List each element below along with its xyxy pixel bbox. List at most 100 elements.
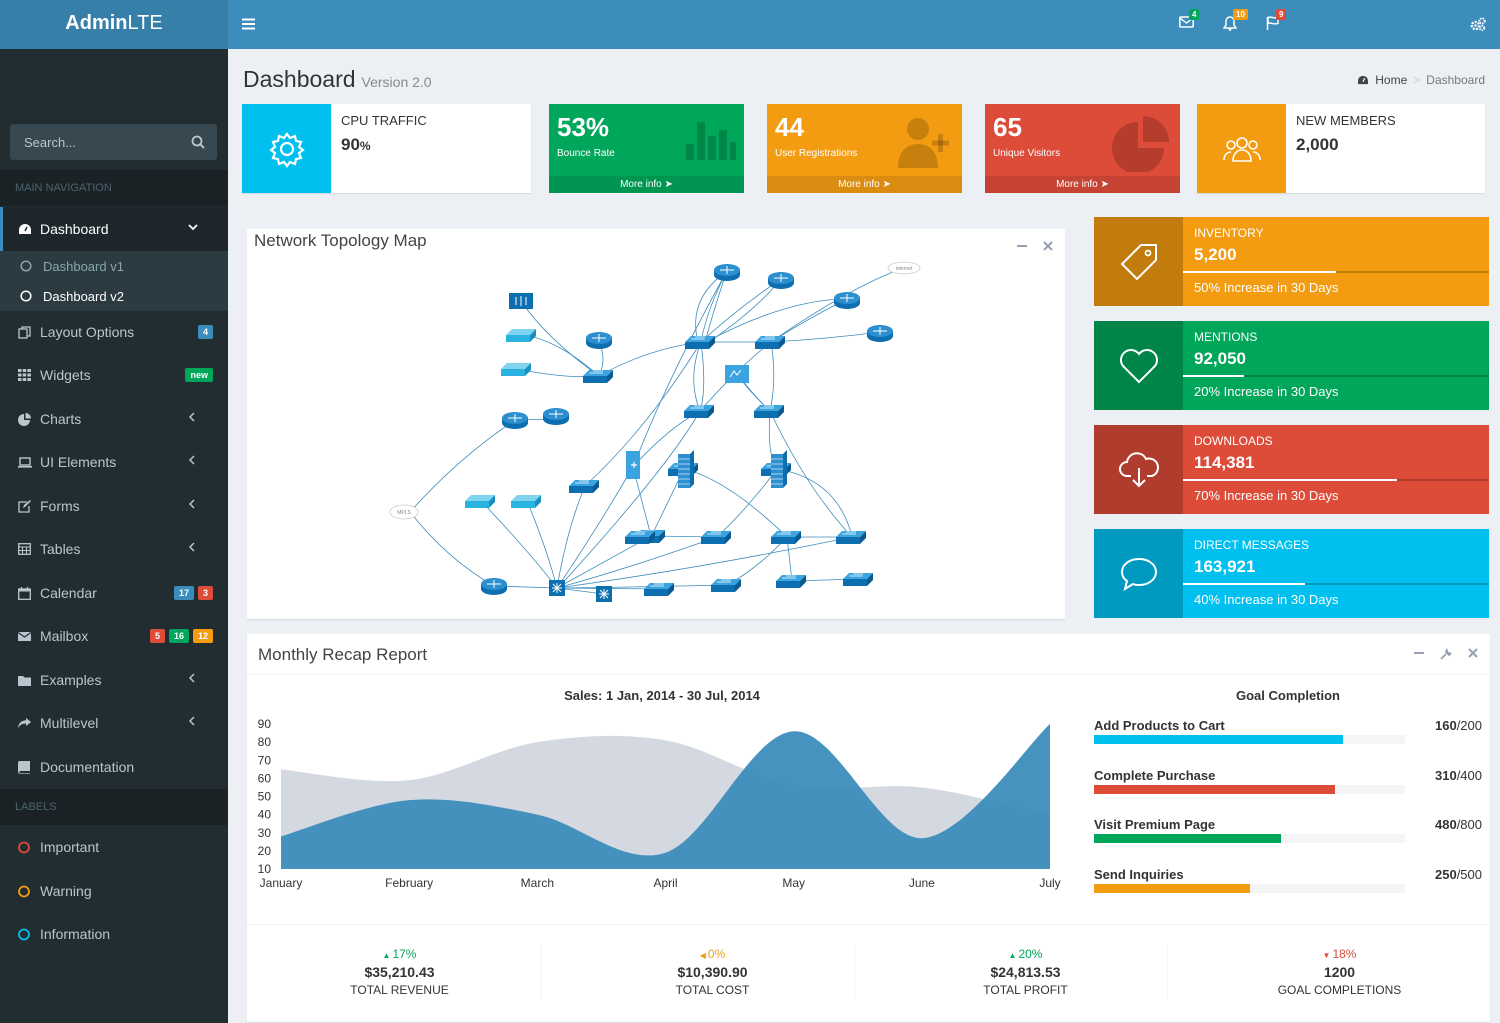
sidebar-item-multilevel[interactable]: Multilevel [0, 701, 228, 745]
goal-value: 250/500 [1434, 867, 1482, 882]
sidebar-subitem-dashboard-v1[interactable]: Dashboard v1 [0, 251, 228, 281]
messages-button[interactable]: 4 [1179, 9, 1200, 28]
info-box-label: DIRECT MESSAGES [1194, 538, 1310, 552]
pie-chart-icon [18, 412, 40, 426]
progress-description: 50% Increase in 30 Days [1194, 280, 1339, 295]
y-tick-label: 80 [258, 735, 272, 749]
progress-description: 70% Increase in 30 Days [1194, 488, 1339, 503]
sidebar-item-layout-options[interactable]: Layout Options 4 [0, 310, 228, 354]
sidebar-label-important[interactable]: Important [0, 825, 228, 869]
sidebar-label-text: Information [40, 926, 111, 942]
hamburger-menu-icon[interactable] [242, 18, 256, 30]
notifications-button[interactable]: 10 [1223, 9, 1248, 31]
sidebar-item-charts[interactable]: Charts [0, 397, 228, 441]
gear-icon [242, 104, 331, 193]
progress-bar [1183, 375, 1489, 377]
panel-title: Monthly Recap Report [258, 645, 428, 664]
sidebar-item-label: Dashboard [40, 221, 109, 237]
sidebar-item-label: Documentation [40, 759, 135, 775]
info-box-label: MENTIONS [1194, 330, 1258, 344]
stat-value: 1200 [1323, 964, 1356, 980]
sidebar-item-forms[interactable]: Forms [0, 484, 228, 528]
sidebar-subitem-label: Dashboard v1 [43, 258, 124, 274]
monthly-recap-panel: Monthly Recap Report Sales: 1 Jan, 2014 … [247, 634, 1490, 1022]
more-info-link[interactable]: More info ➤ [767, 176, 962, 193]
sidebar-item-ui-elements[interactable]: UI Elements [0, 440, 228, 484]
more-info-link[interactable]: More info ➤ [549, 176, 744, 193]
sidebar-item-label: Tables [40, 541, 81, 557]
more-info-link[interactable]: More info ➤ [985, 176, 1180, 193]
app-logo[interactable]: AdminLTE [0, 0, 228, 49]
stat-total-profit: ▲ 20% $24,813.53 TOTAL PROFIT [869, 947, 1182, 997]
x-tick-label: April [653, 876, 677, 890]
breadcrumb-current: Dashboard [1426, 73, 1485, 87]
sidebar-item-widgets[interactable]: Widgets new [0, 353, 228, 397]
stat-box-value: 44 [775, 112, 804, 142]
sidebar: AdminLTE MAIN NAVIGATION Dashboard Dashb… [0, 0, 228, 1023]
calendar-icon [18, 586, 40, 600]
x-tick-label: March [521, 876, 554, 890]
cloud-label-internet: internet [896, 266, 913, 272]
th-icon [18, 369, 40, 381]
tasks-button[interactable]: 9 [1266, 9, 1287, 30]
sidebar-item-examples[interactable]: Examples [0, 658, 228, 702]
calendar-badge-blue: 17 [173, 586, 194, 600]
messages-badge: 4 [1189, 9, 1200, 20]
x-tick-label: January [260, 876, 303, 890]
switch-node [771, 531, 801, 544]
goal-value: 160/200 [1434, 718, 1482, 733]
search-icon[interactable] [191, 135, 205, 149]
layer3-switch-node [501, 363, 531, 376]
info-box-cpu-traffic: CPU TRAFFIC 90% [242, 104, 531, 193]
sidebar-label-warning[interactable]: Warning [0, 869, 228, 913]
x-tick-label: February [385, 876, 433, 890]
search-input[interactable] [10, 124, 180, 160]
y-tick-label: 50 [258, 790, 272, 804]
info-box-label: CPU TRAFFIC [341, 113, 427, 128]
sidebar-item-dashboard[interactable]: Dashboard [0, 207, 228, 251]
sales-area-chart: 10 20 30 40 50 60 70 80 90 January February March Ap… [258, 717, 1061, 890]
firewall-node [678, 450, 694, 488]
info-box-inventory: INVENTORY 5,200 50% Increase in 30 Days [1094, 217, 1489, 306]
sidebar-subitem-dashboard-v2[interactable]: Dashboard v2 [0, 281, 228, 311]
minus-icon[interactable] [1017, 241, 1027, 251]
goal-completion-title: Goal Completion [1236, 688, 1340, 703]
stat-value: $35,210.43 [364, 964, 435, 980]
chevron-left-icon [188, 716, 210, 726]
stat-box-unique-visitors: 65 Unique Visitors More info ➤ [985, 104, 1180, 193]
gears-icon[interactable] [1470, 17, 1486, 31]
minus-icon[interactable] [1414, 648, 1424, 660]
hub-node [549, 580, 565, 596]
router-node [867, 325, 893, 342]
sidebar-label-information[interactable]: Information [0, 912, 228, 956]
y-tick-label: 90 [258, 717, 272, 731]
stat-label: GOAL COMPLETIONS [1277, 983, 1402, 997]
sidebar-item-mailbox[interactable]: Mailbox 5 16 12 [0, 614, 228, 658]
progress-bar [1183, 271, 1489, 273]
close-icon[interactable] [1468, 648, 1478, 660]
progress-bar [1183, 583, 1489, 585]
sidebar-item-tables[interactable]: Tables [0, 527, 228, 571]
sidebar-subitem-label: Dashboard v2 [43, 288, 124, 304]
chevron-down-icon [188, 222, 210, 232]
tasks-badge: 9 [1276, 9, 1287, 20]
sidebar-item-calendar[interactable]: Calendar 17 3 [0, 571, 228, 615]
breadcrumb-home[interactable]: Home [1375, 73, 1408, 87]
wrench-icon[interactable] [1440, 648, 1452, 660]
x-tick-label: June [909, 876, 935, 890]
table-icon [18, 543, 40, 555]
sidebar-item-label: Charts [40, 411, 82, 427]
switch-node [625, 531, 655, 544]
dashboard-icon [18, 223, 40, 235]
sidebar-item-documentation[interactable]: Documentation [0, 745, 228, 789]
page-version: Version 2.0 [361, 74, 432, 90]
switch-node [684, 405, 714, 418]
laptop-icon [18, 456, 40, 468]
chart-series-2-area [281, 724, 1050, 869]
info-box-value: 2,000 [1296, 135, 1339, 154]
chevron-left-icon [188, 412, 210, 422]
router-node [481, 578, 507, 595]
heart-icon [1094, 321, 1183, 410]
close-icon[interactable] [1043, 241, 1053, 251]
sidebar-item-label: UI Elements [40, 454, 117, 470]
